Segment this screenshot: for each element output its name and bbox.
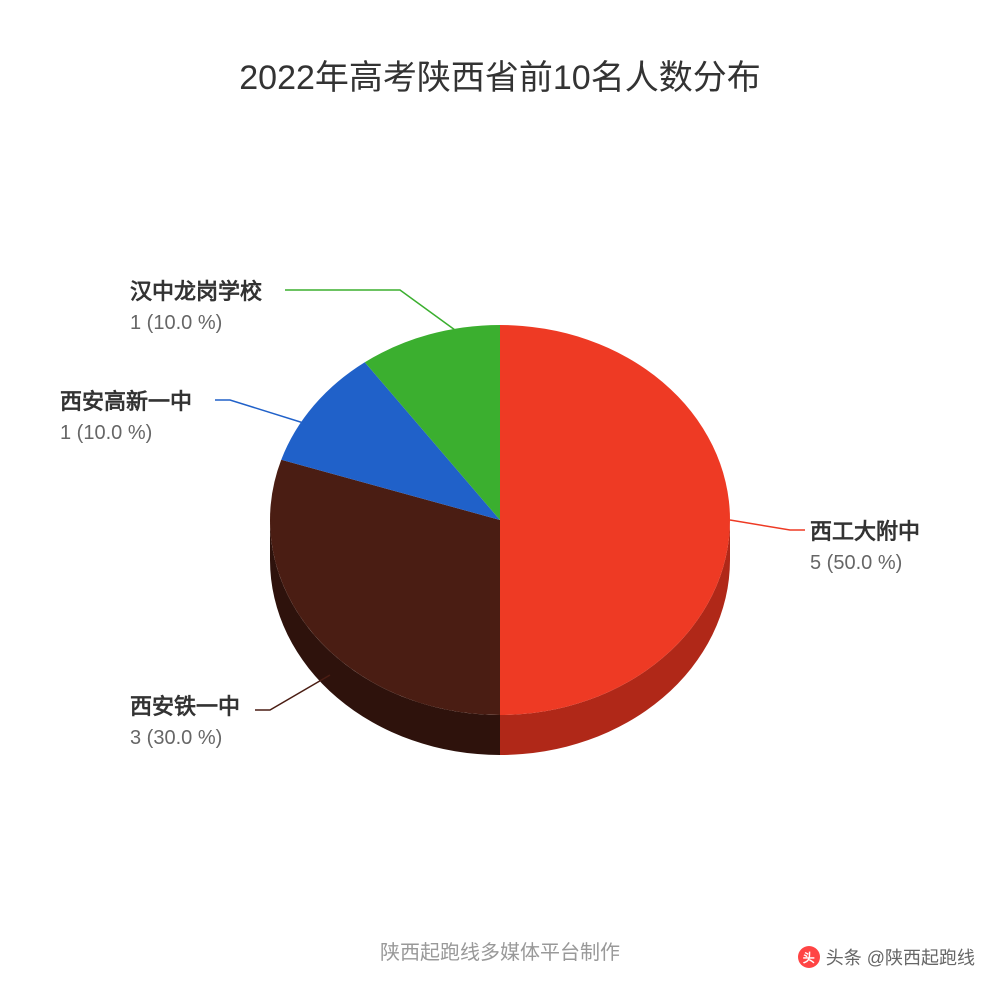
slice-label-value: 1 (10.0 %) bbox=[130, 308, 262, 338]
leader-line bbox=[285, 290, 455, 330]
watermark-icon: 头 bbox=[798, 946, 820, 968]
slice-label: 西安高新一中1 (10.0 %) bbox=[60, 385, 192, 448]
slice-label-value: 3 (30.0 %) bbox=[130, 723, 240, 753]
slice-label-name: 汉中龙岗学校 bbox=[130, 275, 262, 308]
leader-line bbox=[215, 400, 310, 425]
leader-line bbox=[730, 520, 805, 530]
slice-label-value: 5 (50.0 %) bbox=[810, 548, 920, 578]
slice-label-value: 1 (10.0 %) bbox=[60, 418, 192, 448]
pie-chart: 西工大附中5 (50.0 %)西安铁一中3 (30.0 %)西安高新一中1 (1… bbox=[0, 200, 1000, 850]
slice-label: 西工大附中5 (50.0 %) bbox=[810, 515, 920, 578]
chart-title: 2022年高考陕西省前10名人数分布 bbox=[0, 50, 1000, 99]
slice-label-name: 西工大附中 bbox=[810, 515, 920, 548]
leader-line bbox=[255, 675, 330, 710]
watermark-text: 头条 @陕西起跑线 bbox=[826, 944, 975, 970]
slice-label-name: 西安高新一中 bbox=[60, 385, 192, 418]
slice-label: 汉中龙岗学校1 (10.0 %) bbox=[130, 275, 262, 338]
watermark: 头 头条 @陕西起跑线 bbox=[798, 944, 975, 970]
slice-label-name: 西安铁一中 bbox=[130, 690, 240, 723]
slice-label: 西安铁一中3 (30.0 %) bbox=[130, 690, 240, 753]
